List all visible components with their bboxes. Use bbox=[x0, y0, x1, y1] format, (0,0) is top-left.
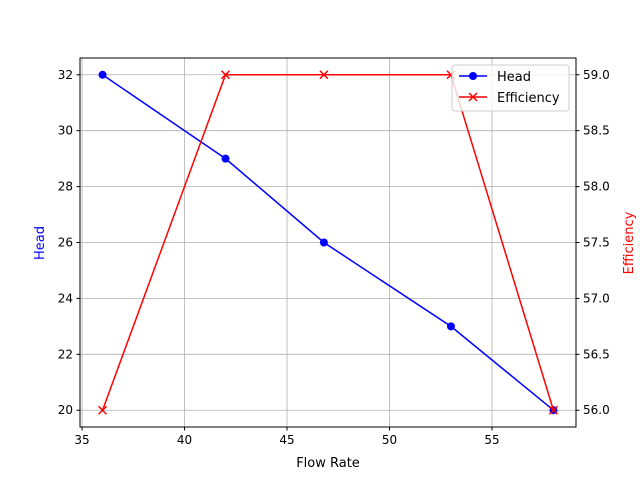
y-right-tick-label: 57.0 bbox=[583, 291, 610, 305]
y-right-tick-label: 56.0 bbox=[583, 403, 610, 417]
x-tick-label: 35 bbox=[74, 433, 89, 447]
legend-head-label: Head bbox=[497, 70, 531, 85]
y-right-tick-label: 56.5 bbox=[583, 347, 610, 361]
data-point-efficiency bbox=[319, 70, 329, 80]
y-tick-label: 32 bbox=[58, 68, 73, 82]
y-tick-label: 20 bbox=[58, 403, 73, 417]
x-tick-label: 40 bbox=[177, 433, 192, 447]
y-tick-label: 26 bbox=[58, 236, 73, 250]
x-axis-label: Flow Rate bbox=[296, 456, 360, 471]
y-right-tick-label: 59.0 bbox=[583, 68, 610, 82]
y-tick-label: 24 bbox=[58, 291, 73, 305]
data-point-efficiency bbox=[220, 70, 231, 80]
y-tick-label: 28 bbox=[58, 180, 73, 194]
data-point-head bbox=[221, 154, 230, 163]
data-point-head bbox=[446, 322, 455, 331]
y-tick-label: 22 bbox=[58, 347, 73, 361]
data-point-efficiency bbox=[98, 405, 108, 415]
data-point-head bbox=[319, 238, 328, 247]
data-point-head bbox=[98, 70, 107, 79]
y-right-tick-label: 57.5 bbox=[583, 236, 610, 250]
y-axis-label: Head bbox=[33, 226, 48, 260]
y-axis-right-label: Efficiency bbox=[622, 211, 637, 274]
legend: Head Efficiency bbox=[451, 64, 570, 112]
grid bbox=[80, 58, 576, 427]
legend-head-marker bbox=[469, 72, 477, 80]
y-right-tick-label: 58.0 bbox=[583, 180, 610, 194]
x-tick-label: 50 bbox=[382, 433, 397, 447]
legend-efficiency-label: Efficiency bbox=[497, 91, 560, 106]
ticks: 35 40 45 50 55 20 22 24 26 28 30 32 56.0 56.5 57.0 57.5… bbox=[58, 68, 610, 447]
y-right-tick-label: 58.5 bbox=[583, 124, 610, 138]
y-tick-label: 30 bbox=[58, 124, 73, 138]
series-lines bbox=[98, 70, 558, 415]
x-tick-label: 55 bbox=[484, 433, 499, 447]
legend-efficiency-marker bbox=[468, 92, 478, 102]
data-point-efficiency bbox=[548, 405, 558, 415]
x-tick-label: 45 bbox=[279, 433, 294, 447]
